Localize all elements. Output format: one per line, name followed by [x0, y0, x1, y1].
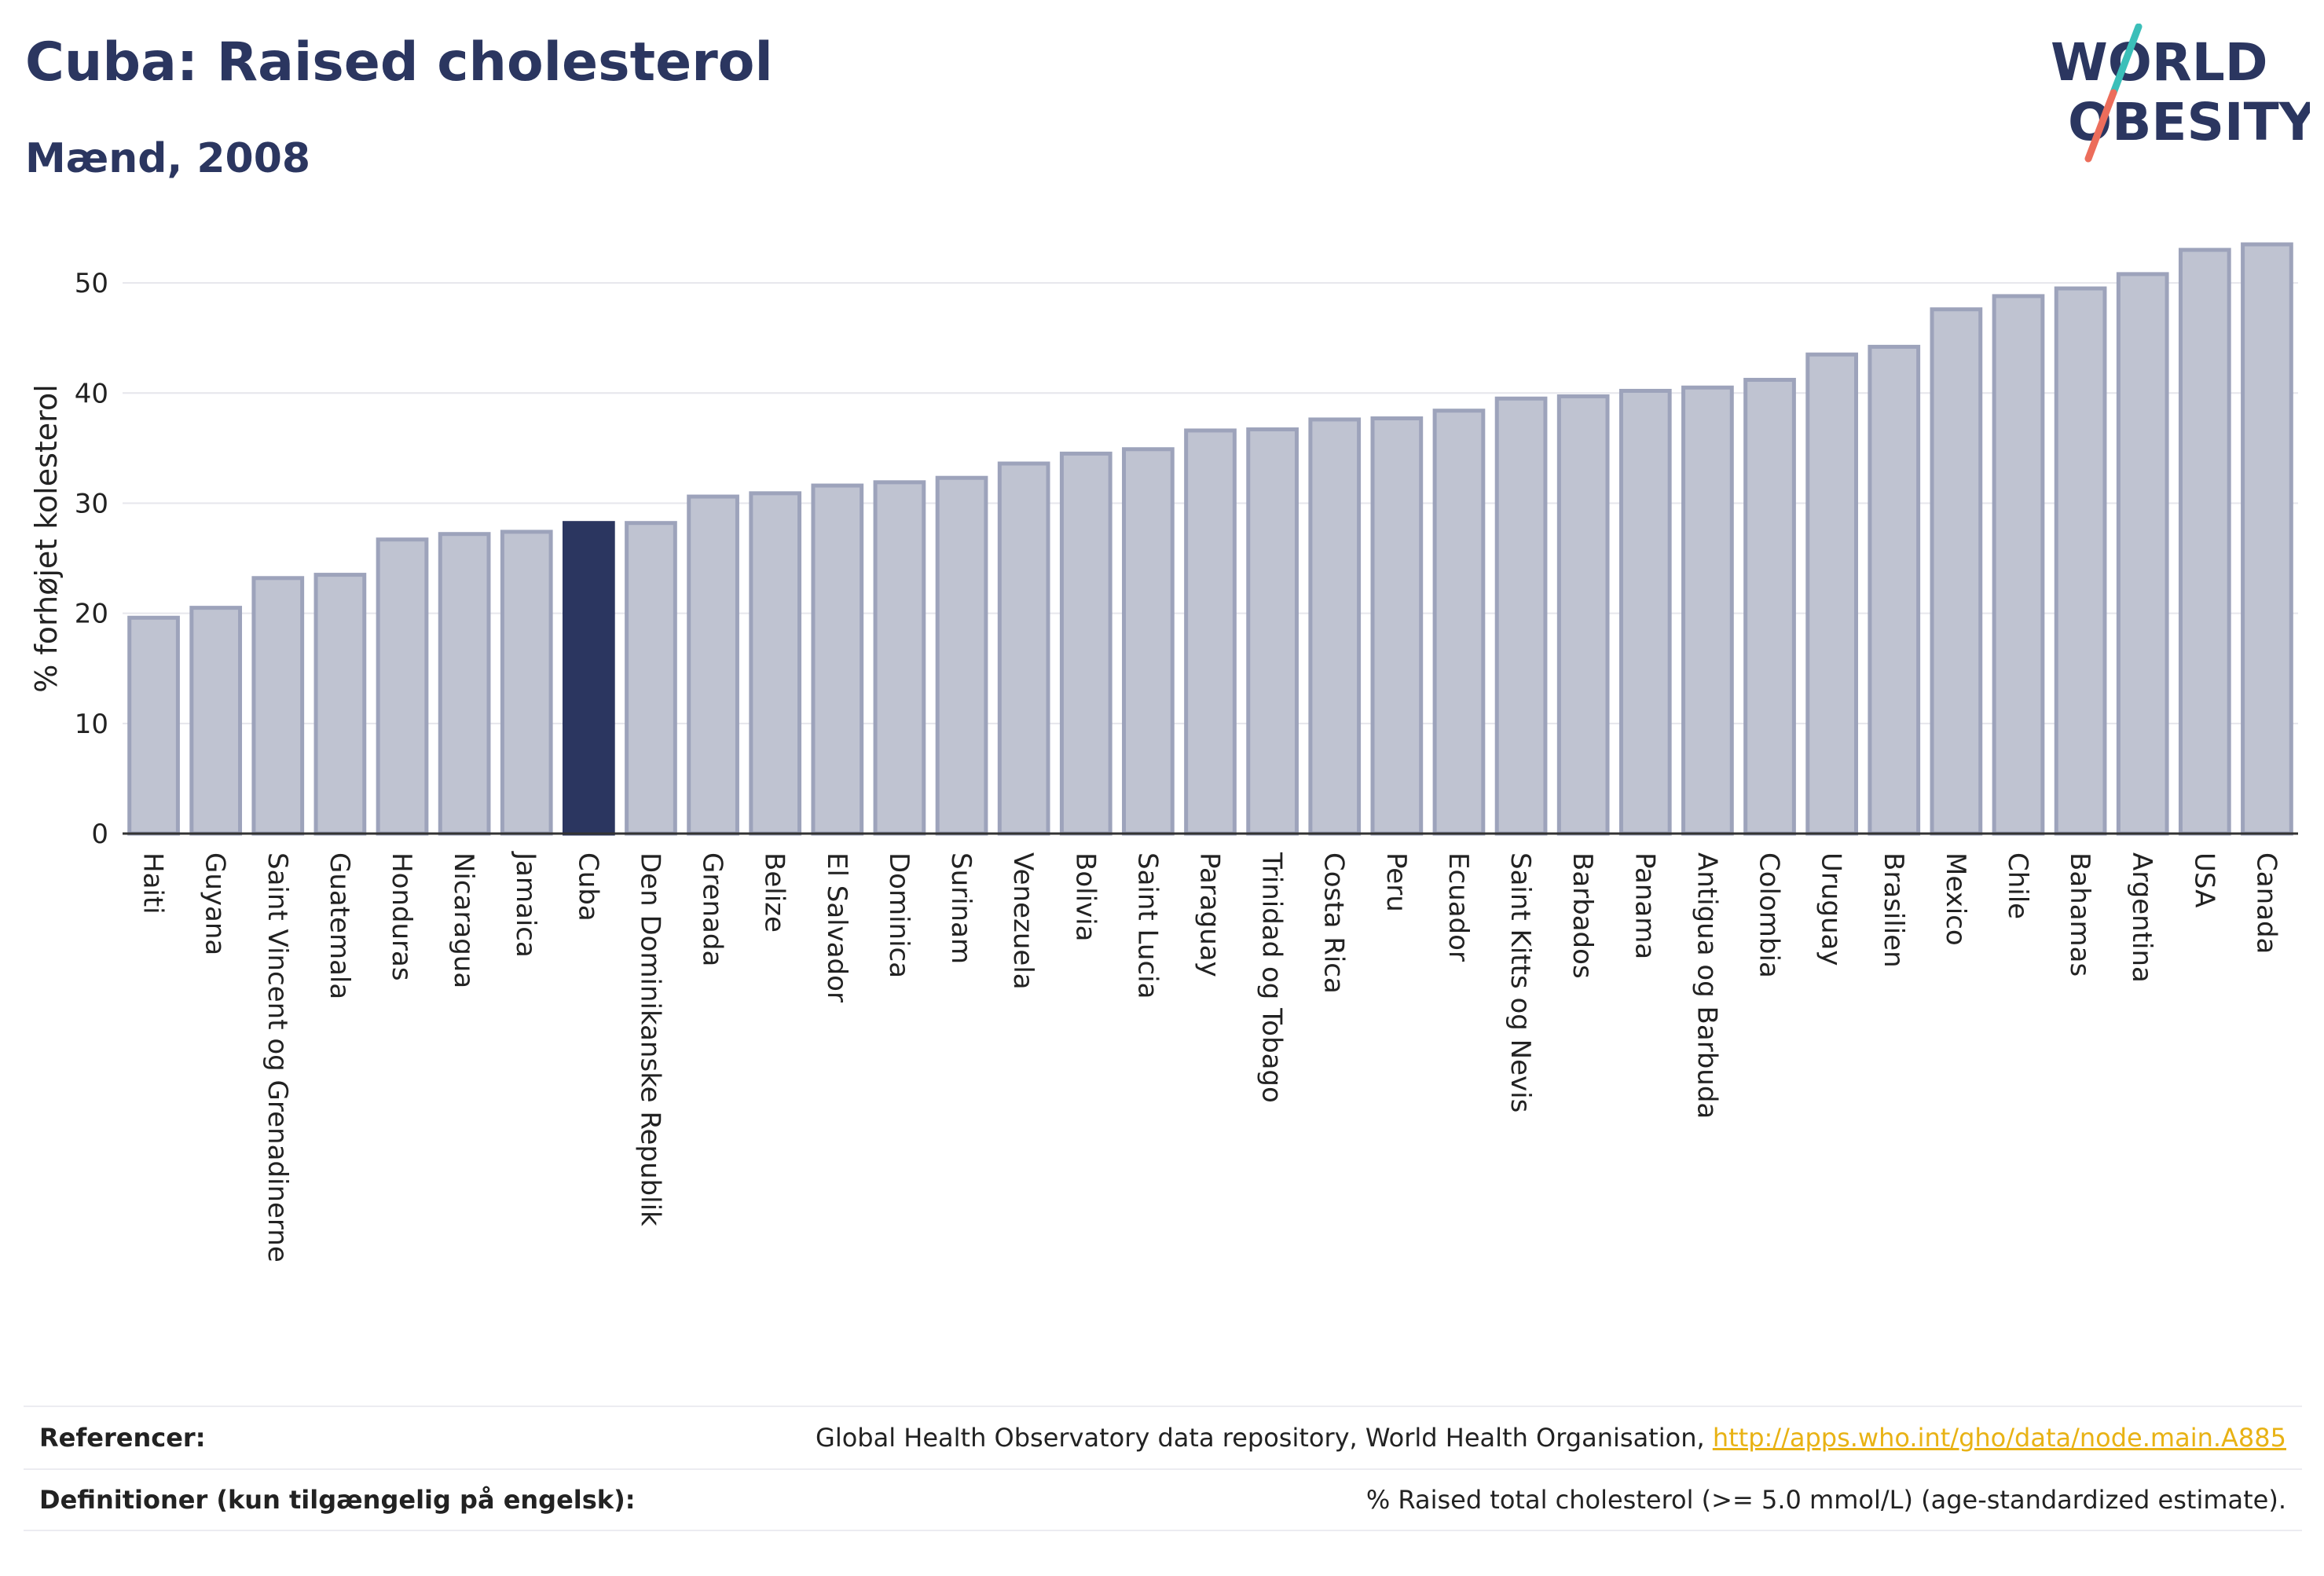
- x-tick-label: Nicaragua: [448, 852, 479, 988]
- bar: [2241, 242, 2293, 836]
- x-tick-label: Belize: [759, 852, 790, 933]
- logo-slash-bottom: [2084, 89, 2117, 163]
- y-tick-label: 0: [91, 819, 108, 850]
- bar: [1122, 447, 1175, 836]
- x-tick-label: Haiti: [137, 852, 169, 914]
- bar: [935, 475, 988, 836]
- bar: [1681, 385, 1734, 836]
- x-tick-label: Paraguay: [1194, 852, 1226, 977]
- references-label: Referencer:: [39, 1423, 206, 1453]
- x-tick-label: USA: [2188, 852, 2220, 907]
- x-tick-label: Peru: [1380, 852, 1412, 912]
- x-tick-label: Dominica: [883, 852, 915, 978]
- bar: [2116, 272, 2169, 836]
- bar: [1618, 388, 1672, 836]
- bar: [1308, 417, 1362, 836]
- x-tick-label: Saint Vincent og Grenadinerne: [262, 852, 293, 1263]
- bar: [500, 530, 553, 836]
- bar: [1992, 294, 2045, 836]
- bar: [749, 491, 802, 836]
- x-tick-label: Jamaica: [510, 851, 541, 958]
- definitions-text: % Raised total cholesterol (>= 5.0 mmol/…: [1365, 1485, 2286, 1515]
- x-tick-label: Argentina: [2126, 852, 2157, 983]
- y-tick-label: 20: [75, 599, 108, 630]
- x-tick-label: Panama: [1629, 852, 1660, 959]
- x-tick-label: Venezuela: [1007, 852, 1039, 990]
- x-tick-label: Surinam: [945, 852, 977, 964]
- bar: [625, 521, 677, 836]
- x-tick-label: Guatemala: [324, 852, 355, 999]
- bar: [1432, 409, 1486, 836]
- bar: [1059, 451, 1113, 836]
- y-tick-label: 10: [75, 709, 108, 740]
- x-tick-label: Brasilien: [1878, 852, 1909, 968]
- bar: [1494, 396, 1548, 836]
- bar: [376, 537, 429, 836]
- x-tick-label: Mexico: [1940, 852, 1971, 946]
- x-tick-label: Uruguay: [1816, 852, 1847, 966]
- x-tick-label: Saint Lucia: [1131, 852, 1163, 999]
- bar: [251, 576, 305, 836]
- x-tick-label: Saint Kitts og Nevis: [1505, 852, 1536, 1112]
- bar: [1184, 428, 1237, 836]
- definitions-row: Definitioner (kun tilgængelig på engelsk…: [24, 1468, 2302, 1531]
- bar: [1743, 377, 1796, 836]
- bar: [1930, 307, 1983, 836]
- chart-title: Cuba: Raised cholesterol: [25, 31, 773, 93]
- x-tick-label: Costa Rica: [1318, 852, 1350, 994]
- bar: [1805, 352, 1858, 836]
- y-axis-title: % forhøjet kolesterol: [29, 384, 64, 693]
- references-value: Global Health Observatory data repositor…: [816, 1423, 2286, 1453]
- y-tick-label: 40: [75, 378, 108, 409]
- bar: [811, 483, 864, 836]
- x-tick-label: Honduras: [386, 852, 417, 981]
- x-tick-label: Ecuador: [1442, 852, 1474, 962]
- bar: [2178, 247, 2231, 836]
- bar: [438, 532, 491, 836]
- x-tick-label: El Salvador: [821, 852, 852, 1002]
- x-tick-label: Grenada: [697, 852, 728, 966]
- logo-line1: WORLD: [2051, 32, 2268, 93]
- x-tick-label: Cuba: [572, 852, 603, 922]
- bar: [687, 494, 739, 836]
- logo-slash-top: [2110, 24, 2143, 97]
- x-tick-label: Barbados: [1567, 852, 1598, 979]
- bar: [313, 573, 367, 836]
- x-tick-label: Den Dominikanske Republik: [634, 852, 665, 1226]
- bar: [1556, 394, 1610, 836]
- references-row: Referencer: Global Health Observatory da…: [24, 1406, 2302, 1468]
- bar: [873, 480, 926, 836]
- bar: [2054, 286, 2107, 836]
- world-obesity-logo: WORLD OBESITY: [2051, 24, 2310, 163]
- x-tick-label: Antigua og Barbuda: [1691, 852, 1722, 1119]
- x-tick-label: Bolivia: [1069, 852, 1101, 941]
- x-tick-label: Trinidad og Tobago: [1256, 852, 1288, 1103]
- x-tick-label: Chile: [2002, 852, 2033, 919]
- bar-highlight: [563, 521, 615, 836]
- y-tick-label: 50: [75, 268, 108, 299]
- x-tick-label: Guyana: [200, 852, 231, 955]
- references-text: Global Health Observatory data repositor…: [816, 1423, 1713, 1453]
- x-tick-label: Colombia: [1754, 852, 1785, 978]
- bar: [1246, 427, 1299, 836]
- x-tick-label: Canada: [2250, 852, 2282, 954]
- bar: [997, 461, 1050, 836]
- bar-chart: 0 10 20 30 40 50 % forhøjet kolesterol Haiti Guy…: [29, 242, 2298, 1263]
- y-tick-label: 30: [75, 488, 108, 519]
- references-link[interactable]: http://apps.who.int/gho/data/node.main.A…: [1712, 1423, 2286, 1453]
- bar: [189, 606, 243, 836]
- bar: [1370, 416, 1424, 836]
- x-tick-label: Bahamas: [2064, 852, 2095, 977]
- bar: [127, 615, 180, 836]
- chart-subtitle: Mænd, 2008: [25, 135, 311, 182]
- bar: [1868, 344, 1921, 836]
- definitions-label: Definitioner (kun tilgængelig på engelsk…: [39, 1485, 636, 1515]
